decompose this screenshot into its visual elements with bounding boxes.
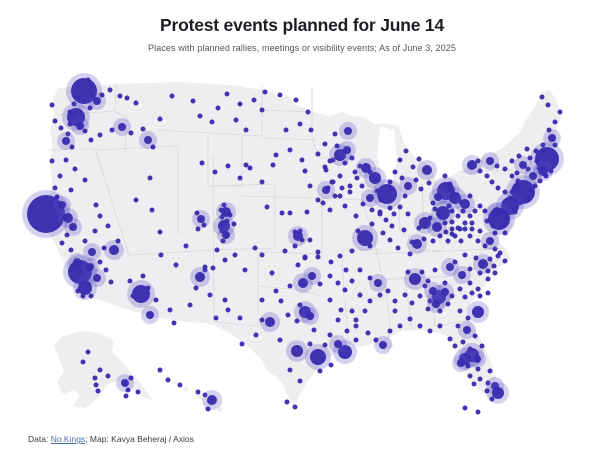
credit-text: ; Map: Kavya Beheraj / Axios bbox=[85, 434, 194, 444]
event-dots-layer bbox=[22, 73, 564, 415]
chart-subtitle: Places with planned rallies, meetings or… bbox=[148, 43, 456, 53]
source-credit: Data: No Kings; Map: Kavya Beheraj / Axi… bbox=[28, 434, 194, 444]
alaska-shape bbox=[54, 331, 152, 408]
continental-us-shape bbox=[43, 82, 562, 407]
great-lakes bbox=[377, 126, 428, 186]
state-borders bbox=[46, 84, 513, 341]
chart-header: Protest events planned for June 14 Place… bbox=[0, 0, 604, 53]
chart-title: Protest events planned for June 14 bbox=[160, 15, 444, 35]
source-link[interactable]: No Kings bbox=[50, 434, 86, 444]
source-prefix: Data: bbox=[28, 434, 51, 444]
